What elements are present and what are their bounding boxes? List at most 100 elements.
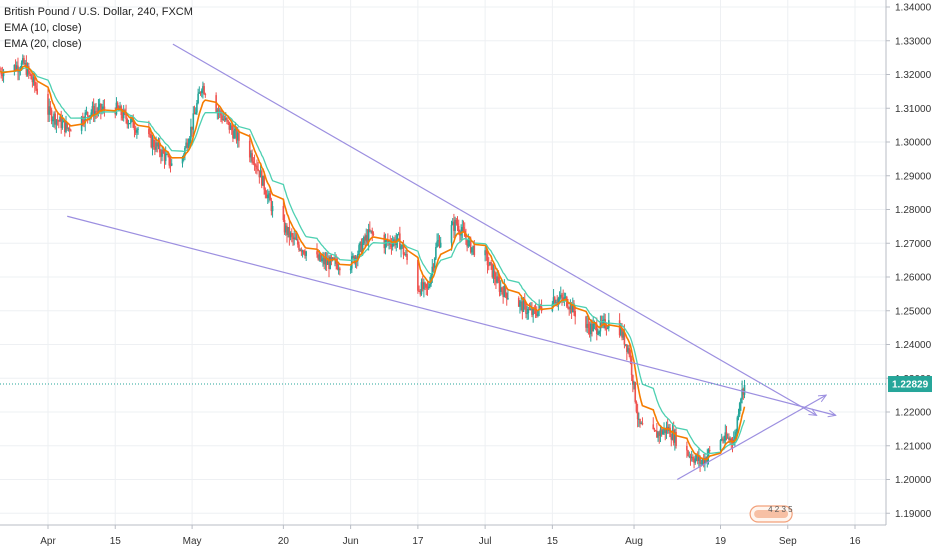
candle-body (420, 282, 423, 295)
candle-body (660, 429, 663, 435)
candle-body (636, 411, 639, 420)
candle-body (24, 63, 26, 65)
candle-body (66, 122, 69, 129)
candle-body (558, 297, 561, 299)
candle-body (720, 438, 723, 441)
y-tick-label: 1.21000 (895, 441, 932, 452)
trendline-1[interactable] (172, 43, 817, 415)
candle-body (85, 112, 88, 114)
candle-body (230, 125, 233, 131)
candle-body (299, 249, 301, 251)
candle-body (58, 120, 60, 122)
candle-body (55, 119, 58, 125)
ema-fast-label[interactable]: EMA (10, close) (4, 22, 82, 34)
trendline-2[interactable] (67, 215, 836, 415)
candle-body (164, 154, 167, 161)
candle-body (330, 256, 333, 260)
y-tick-label: 1.30000 (895, 138, 932, 149)
y-tick-label: 1.22000 (895, 408, 932, 419)
candle-body (519, 302, 521, 307)
candle-body (287, 227, 289, 235)
candle-body (224, 117, 227, 121)
candle-body (561, 294, 563, 298)
event-badge[interactable]: 4 2 3 5 (749, 505, 793, 523)
candle-body (639, 418, 641, 424)
candle-body (301, 250, 304, 252)
candle-body (522, 300, 525, 312)
candle-body (384, 240, 387, 249)
candle-body (169, 165, 172, 167)
candle-body (486, 253, 489, 266)
candle-body (116, 102, 119, 108)
candle-body (603, 319, 605, 321)
candle-body (535, 313, 538, 316)
candle-body (653, 429, 656, 431)
candle-body (102, 106, 105, 110)
candle-body (333, 257, 335, 260)
ema-slow-line[interactable] (0, 67, 746, 455)
candle-body (262, 175, 264, 186)
candle-body (318, 254, 321, 260)
candle-body (130, 118, 132, 124)
candle-body (234, 128, 237, 131)
candle-body (92, 105, 95, 117)
ema-slow-label[interactable]: EMA (20, close) (4, 38, 82, 50)
candle-body (418, 290, 420, 292)
x-tick-label: May (183, 536, 202, 547)
candle-body (260, 170, 263, 186)
candle-body (593, 323, 596, 325)
candle-body (191, 126, 193, 130)
candle-body (740, 398, 742, 404)
candle-body (730, 438, 733, 442)
candle-body (495, 279, 497, 283)
candle-body (633, 382, 635, 385)
candle-body (618, 320, 621, 336)
candle-body (734, 436, 736, 440)
candle-body (216, 110, 219, 113)
candle-body (15, 65, 18, 71)
candle-body (188, 138, 191, 144)
candle-body (597, 333, 599, 335)
candle-body (634, 382, 637, 402)
grid (0, 0, 886, 525)
candle-body (523, 300, 526, 304)
candle-body (284, 225, 287, 233)
candle-body (48, 106, 51, 115)
candle-body (728, 437, 730, 440)
candle-body (229, 125, 232, 130)
ema-lines (0, 64, 746, 461)
candle-body (538, 304, 540, 311)
candle-body (664, 428, 667, 434)
ema-fast-line[interactable] (0, 64, 746, 461)
candle-body (196, 103, 198, 113)
candle-body (68, 127, 71, 131)
candle-body (160, 152, 162, 157)
candle-body (450, 224, 453, 243)
candle-body (47, 93, 49, 115)
candle-body (729, 438, 731, 440)
candle-body (90, 112, 93, 116)
candle-body (537, 310, 539, 316)
candle-body (423, 282, 425, 290)
candle-body (283, 220, 286, 233)
candle-body (331, 257, 334, 260)
candle-body (521, 301, 524, 312)
candle-body (298, 244, 300, 250)
candle-body (570, 303, 573, 313)
candle-body (162, 149, 165, 154)
candle-body (405, 253, 407, 255)
trendline-3[interactable] (676, 395, 826, 481)
candle-body (695, 455, 698, 459)
symbol-title[interactable]: British Pound / U.S. Dollar, 240, FXCM (4, 6, 193, 18)
candle-body (499, 287, 502, 292)
candle-body (555, 302, 557, 304)
candle-body (100, 103, 102, 112)
candle-body (654, 430, 657, 432)
candle-body (367, 229, 370, 243)
candle-body (155, 142, 157, 150)
candle-body (473, 245, 476, 256)
candle-body (556, 302, 558, 304)
candle-body (397, 233, 400, 235)
